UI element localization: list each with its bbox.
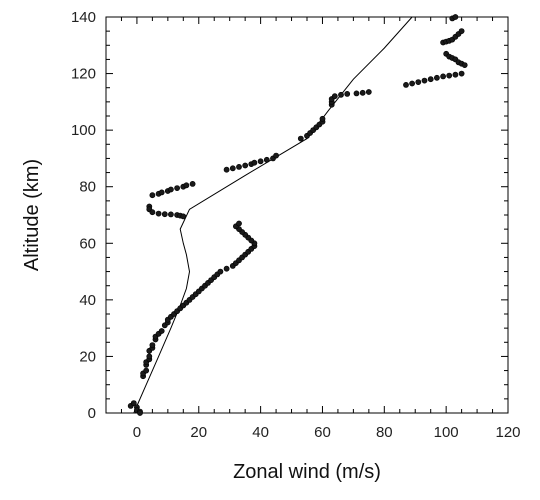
y-tick-label: 140 bbox=[71, 9, 96, 26]
observation-point bbox=[415, 79, 422, 85]
observation-point bbox=[189, 180, 196, 187]
observation-point bbox=[158, 189, 165, 196]
observation-point bbox=[180, 213, 187, 220]
observation-point bbox=[359, 89, 366, 96]
observation-point bbox=[149, 342, 156, 348]
observation-point bbox=[263, 156, 270, 163]
y-tick-label: 100 bbox=[71, 122, 96, 139]
x-tick-label: 100 bbox=[434, 424, 459, 441]
observation-point bbox=[331, 93, 338, 100]
observation-point bbox=[403, 82, 409, 88]
observation-point-layer bbox=[127, 14, 468, 416]
model-wind-line bbox=[133, 16, 413, 414]
x-tick-label: 120 bbox=[495, 424, 520, 441]
observation-point bbox=[155, 210, 162, 217]
y-tick-label: 20 bbox=[79, 348, 96, 365]
observation-point bbox=[409, 80, 415, 87]
observation-point bbox=[137, 410, 143, 416]
observation-point bbox=[161, 211, 168, 218]
x-tick-label: 40 bbox=[252, 424, 269, 441]
y-tick-label: 40 bbox=[79, 292, 96, 309]
y-axis-title: Altitude (km) bbox=[21, 159, 43, 271]
observation-point bbox=[223, 166, 230, 173]
observation-point bbox=[452, 71, 459, 78]
y-tick-label: 80 bbox=[79, 179, 96, 196]
x-tick-label: 60 bbox=[314, 424, 331, 441]
observation-point bbox=[365, 89, 372, 95]
observation-point bbox=[251, 159, 258, 166]
x-tick-label: 0 bbox=[133, 424, 141, 441]
observation-point bbox=[273, 152, 279, 159]
observation-point bbox=[257, 158, 264, 165]
observation-point bbox=[229, 165, 236, 172]
model-line-layer bbox=[133, 16, 413, 414]
observation-point bbox=[440, 73, 446, 80]
observation-point bbox=[458, 70, 465, 77]
observation-point bbox=[297, 135, 304, 142]
observation-point bbox=[130, 400, 137, 406]
observation-point bbox=[319, 115, 326, 122]
observation-point bbox=[217, 268, 224, 275]
observation-point bbox=[452, 14, 459, 20]
observation-point bbox=[344, 91, 351, 97]
observation-point bbox=[167, 211, 174, 218]
observation-point bbox=[461, 62, 468, 68]
observation-point bbox=[149, 192, 156, 199]
observation-point bbox=[446, 72, 453, 79]
observation-point bbox=[433, 74, 440, 81]
observation-point bbox=[146, 353, 153, 360]
x-tick-label: 80 bbox=[376, 424, 393, 441]
y-tick-label: 60 bbox=[79, 235, 96, 252]
observation-point bbox=[149, 209, 156, 216]
observation-point bbox=[143, 367, 150, 374]
observation-point bbox=[183, 182, 190, 189]
observation-point bbox=[223, 265, 230, 272]
y-tick-label: 0 bbox=[88, 405, 96, 422]
observation-point bbox=[421, 77, 428, 84]
observation-point bbox=[427, 76, 434, 83]
y-tick-label: 120 bbox=[71, 66, 96, 83]
observation-point bbox=[458, 28, 465, 34]
observation-point bbox=[174, 185, 180, 191]
observation-point bbox=[236, 163, 242, 170]
observation-point bbox=[236, 220, 242, 227]
observation-point bbox=[353, 90, 360, 97]
observation-point bbox=[167, 186, 174, 193]
observation-point bbox=[158, 328, 165, 334]
observation-point bbox=[242, 162, 249, 169]
axis-ticks bbox=[105, 16, 509, 414]
x-axis-title: Zonal wind (m/s) bbox=[233, 461, 381, 483]
observation-point bbox=[338, 91, 344, 98]
x-tick-label: 20 bbox=[190, 424, 207, 441]
x-tick-labels: 0 20 40 60 80 100 120 bbox=[133, 424, 521, 441]
y-tick-labels: 0 20 40 60 80 100 120 140 bbox=[71, 9, 96, 422]
